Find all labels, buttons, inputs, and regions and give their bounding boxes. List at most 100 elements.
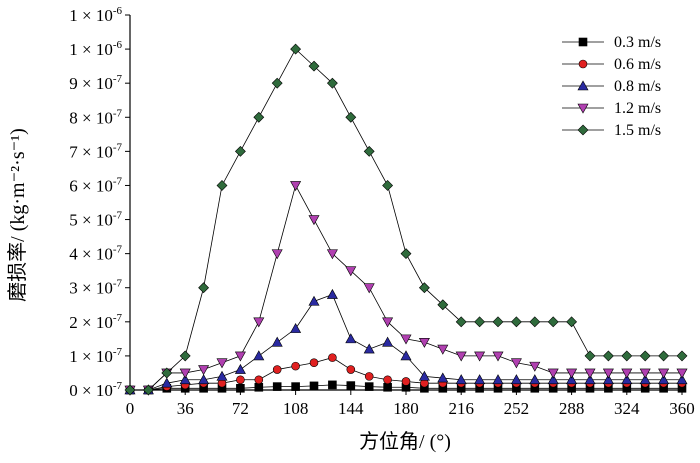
legend-item: 0.3 m/s bbox=[562, 34, 661, 51]
x-tick-label: 108 bbox=[283, 399, 309, 418]
data-point bbox=[658, 368, 670, 379]
data-point bbox=[308, 215, 320, 226]
x-tick-label: 72 bbox=[232, 399, 249, 418]
data-point bbox=[179, 374, 191, 385]
data-point bbox=[161, 377, 173, 388]
y-tick-label: 7 × 10-7 bbox=[69, 141, 122, 161]
data-point bbox=[418, 337, 430, 348]
data-point bbox=[547, 316, 559, 328]
data-point bbox=[124, 384, 136, 396]
data-point bbox=[382, 317, 394, 328]
data-point bbox=[400, 248, 412, 260]
series-0 bbox=[125, 380, 687, 395]
data-point bbox=[179, 350, 191, 362]
data-point bbox=[584, 374, 596, 385]
data-point bbox=[216, 358, 228, 369]
data-point bbox=[418, 282, 430, 294]
series-3 bbox=[124, 181, 688, 396]
data-point bbox=[382, 336, 394, 347]
series-4 bbox=[124, 43, 688, 396]
data-point bbox=[529, 374, 541, 385]
x-tick-label: 324 bbox=[614, 399, 640, 418]
legend-marker bbox=[577, 80, 589, 91]
data-point bbox=[326, 288, 338, 299]
data-point bbox=[253, 111, 265, 123]
legend-label: 0.6 m/s bbox=[614, 56, 661, 73]
data-point bbox=[142, 384, 154, 396]
legend: 0.3 m/s 0.6 m/s 0.8 m/s 1.2 m/s 1.5 m/s bbox=[562, 34, 661, 139]
data-point bbox=[639, 368, 651, 379]
legend-item: 1.5 m/s bbox=[562, 122, 661, 139]
data-point bbox=[621, 368, 633, 379]
data-point bbox=[363, 145, 375, 157]
data-point bbox=[290, 323, 302, 333]
data-point bbox=[566, 368, 578, 379]
data-point bbox=[234, 145, 246, 157]
data-point bbox=[584, 368, 596, 379]
data-point bbox=[584, 350, 596, 362]
data-point bbox=[474, 374, 486, 385]
data-point bbox=[254, 382, 264, 392]
data-point bbox=[529, 316, 541, 328]
y-tick-label: 3 × 10-7 bbox=[69, 278, 122, 298]
data-point bbox=[363, 343, 375, 354]
data-point bbox=[271, 249, 283, 260]
data-point bbox=[547, 368, 559, 379]
data-point bbox=[547, 374, 559, 385]
data-point bbox=[346, 381, 356, 390]
data-point bbox=[382, 180, 394, 191]
data-point bbox=[326, 249, 338, 260]
data-point bbox=[216, 180, 228, 191]
data-point bbox=[234, 363, 246, 374]
data-point bbox=[676, 350, 688, 362]
data-point bbox=[383, 382, 392, 392]
y-tick-label: 5 × 10-7 bbox=[69, 210, 122, 230]
data-point bbox=[290, 181, 302, 192]
data-point bbox=[492, 351, 504, 362]
x-axis-title: 方位角/ (°) bbox=[359, 430, 451, 453]
data-point bbox=[328, 380, 337, 390]
data-point bbox=[437, 299, 449, 311]
data-point bbox=[602, 374, 614, 385]
data-point bbox=[161, 367, 173, 379]
data-point bbox=[236, 383, 245, 393]
y-tick-label: 1 × 10-6 bbox=[69, 39, 122, 59]
data-point bbox=[676, 368, 688, 379]
data-point bbox=[639, 350, 651, 362]
data-point bbox=[418, 370, 430, 381]
data-point bbox=[236, 375, 245, 385]
data-point bbox=[309, 381, 319, 391]
y-axis-title: 磨损率/ (kg·m⁻²·s⁻¹) bbox=[6, 128, 29, 302]
legend-marker bbox=[577, 124, 589, 136]
data-point bbox=[658, 350, 670, 362]
y-tick-label: 2 × 10-7 bbox=[69, 312, 122, 332]
legend-label: 0.3 m/s bbox=[614, 34, 661, 51]
series-2 bbox=[124, 288, 688, 395]
y-tick-label: 4 × 10-7 bbox=[69, 244, 122, 264]
data-point bbox=[272, 382, 282, 391]
legend-marker bbox=[578, 37, 588, 47]
data-point bbox=[383, 375, 392, 385]
data-point bbox=[437, 372, 449, 383]
data-point bbox=[363, 283, 375, 294]
data-point bbox=[364, 372, 374, 381]
data-point bbox=[400, 334, 412, 345]
data-point bbox=[253, 317, 265, 328]
legend-item: 0.8 m/s bbox=[562, 78, 661, 95]
data-point bbox=[364, 382, 374, 391]
data-point bbox=[658, 374, 670, 385]
data-point bbox=[676, 374, 688, 385]
y-tick-label: 1 × 10-7 bbox=[69, 346, 122, 366]
data-point bbox=[328, 353, 337, 362]
data-point bbox=[308, 295, 320, 306]
legend-marker bbox=[577, 103, 589, 114]
data-point bbox=[474, 316, 486, 328]
x-tick-label: 360 bbox=[669, 399, 695, 418]
legend-marker bbox=[578, 59, 588, 69]
x-tick-label: 36 bbox=[177, 399, 194, 418]
data-point bbox=[492, 316, 504, 328]
data-point bbox=[455, 316, 467, 328]
x-tick-label: 180 bbox=[393, 399, 419, 418]
